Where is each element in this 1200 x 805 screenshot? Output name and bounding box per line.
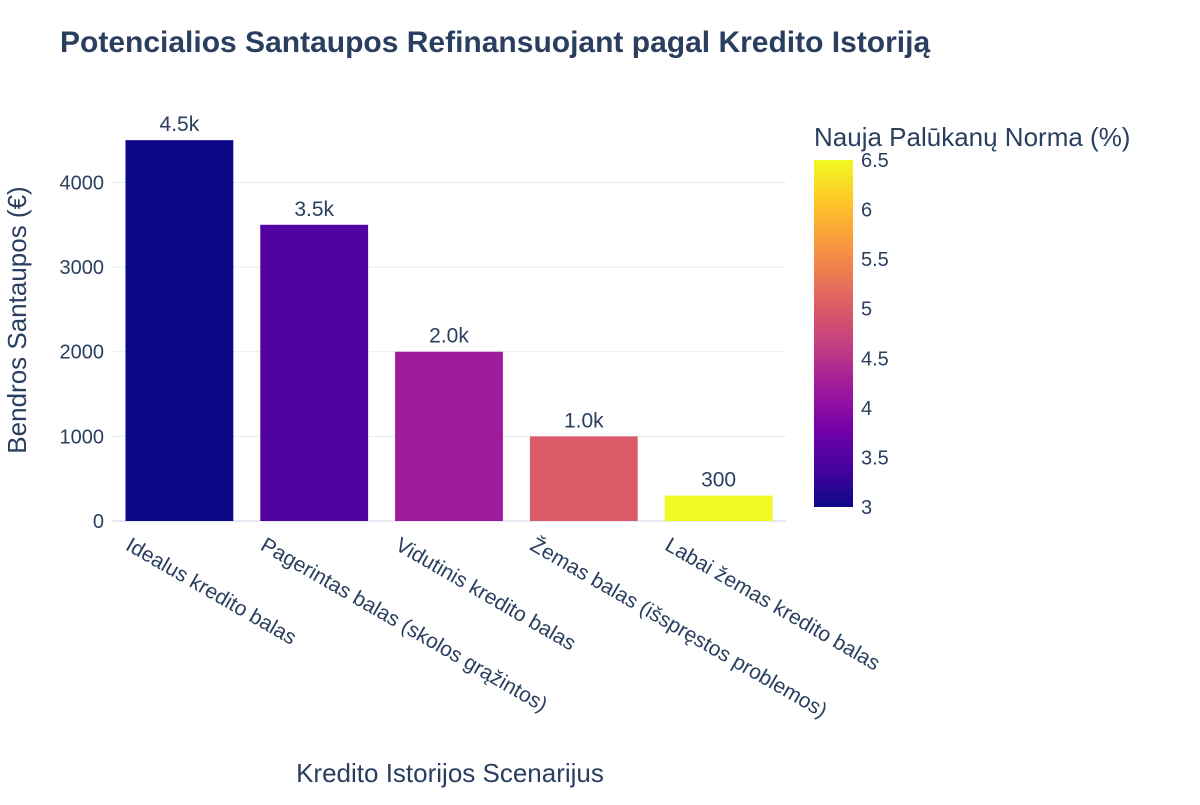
x-tick-label: Labai žemas kredito balas (661, 533, 884, 675)
colorbar-tick-label: 6 (861, 200, 872, 222)
bars (125, 140, 773, 521)
y-tick-label: 1000 (60, 426, 105, 448)
bar-value-label: 300 (701, 469, 736, 492)
x-tick-label: Pagerintas balas (skolos grąžintos) (257, 533, 552, 716)
bar-value-label: 1.0k (564, 409, 604, 432)
colorbar-gradient (814, 160, 853, 507)
colorbar-title: Nauja Palūkanų Norma (%) (814, 122, 1130, 152)
colorbar-tick-label: 4 (861, 398, 872, 420)
colorbar-tick-label: 6.5 (861, 150, 889, 172)
colorbar: Nauja Palūkanų Norma (%) 3 3.5 4 4.5 5 5.5 6 6.… (814, 122, 1130, 519)
bar-value-label: 4.5k (160, 113, 200, 136)
y-axis-ticks: 0 1000 2000 3000 4000 (60, 172, 105, 533)
chart-title: Potencialios Santaupos Refinansuojant pa… (60, 26, 930, 59)
y-tick-label: 2000 (60, 342, 105, 364)
colorbar-tick-label: 5 (861, 299, 872, 321)
bar-value-labels: 4.5k 3.5k 2.0k 1.0k 300 (160, 113, 737, 491)
bar (395, 351, 503, 521)
colorbar-ticks: 3 3.5 4 4.5 5 5.5 6 6.5 (861, 150, 889, 519)
colorbar-tick-label: 3.5 (861, 447, 889, 469)
bar (125, 140, 234, 521)
bar (260, 224, 369, 521)
bar (664, 495, 773, 521)
bar-value-label: 3.5k (294, 198, 334, 221)
y-tick-label: 3000 (60, 257, 105, 279)
y-tick-label: 0 (93, 511, 104, 533)
bar (529, 436, 638, 521)
y-tick-label: 4000 (60, 172, 105, 194)
bar-value-label: 2.0k (429, 325, 469, 348)
colorbar-tick-label: 4.5 (861, 348, 889, 370)
x-axis-title: Kredito Istorijos Scenarijus (296, 758, 604, 788)
y-axis-title: Bendros Santaupos (€) (2, 186, 32, 453)
colorbar-tick-label: 3 (861, 497, 872, 519)
colorbar-tick-label: 5.5 (861, 249, 889, 271)
